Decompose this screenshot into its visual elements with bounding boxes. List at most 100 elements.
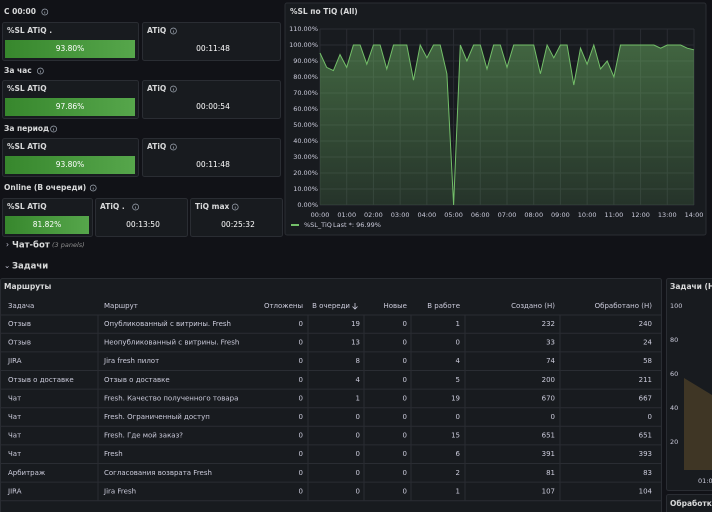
row-toggle[interactable]: ⌄ <box>4 261 10 270</box>
table-cell: 5 <box>456 376 460 384</box>
legend-swatch <box>291 224 299 226</box>
info-icon <box>50 125 57 133</box>
side-tick-label: 80 <box>670 336 678 344</box>
y-tick-label: 10.00% <box>293 185 318 193</box>
row-toggle[interactable]: › <box>6 240 9 249</box>
stat-panel <box>142 80 281 119</box>
side-tick-label: 20 <box>670 438 678 446</box>
table-cell: 240 <box>639 320 652 328</box>
column-header: Задача <box>8 302 34 310</box>
info-icon <box>41 8 49 16</box>
table-cell: Fresh <box>104 450 123 458</box>
section-title: За период <box>4 124 49 133</box>
stat-panel <box>190 198 283 237</box>
stat-panel <box>95 198 188 237</box>
table-cell: 104 <box>639 487 653 495</box>
table-cell: 0 <box>403 413 407 421</box>
table-cell: 0 <box>356 450 360 458</box>
table-cell: Jira Fresh <box>103 487 136 495</box>
table-cell: 0 <box>403 487 407 495</box>
table-cell: 0 <box>403 339 407 347</box>
table-cell: 83 <box>643 469 652 477</box>
table-cell: Чат <box>8 450 21 458</box>
row-title[interactable]: Чат-бот <box>12 240 50 251</box>
stat-value: 00:13:50 <box>126 220 160 229</box>
y-tick-label: 60.00% <box>293 105 318 113</box>
stat-label: ATiQ . <box>100 202 125 211</box>
table-panel <box>0 278 662 512</box>
table-cell: 0 <box>456 339 460 347</box>
info-icon <box>37 67 44 75</box>
table-cell: JIRA <box>7 487 22 495</box>
side-tick-label: 100 <box>670 302 682 310</box>
table-cell: 0 <box>299 339 303 347</box>
legend-label: %SL_TiQ <box>304 221 332 229</box>
stat-value: 81.82% <box>33 220 62 229</box>
side-panel-title: Задачи (Н <box>670 282 712 291</box>
table-cell: Jira fresh пилот <box>103 357 159 365</box>
stat-label: ATiQ <box>147 84 166 93</box>
column-header: Создано (Н) <box>511 302 555 310</box>
table-cell: 651 <box>542 432 555 440</box>
info-icon <box>231 203 239 211</box>
stat-label: %SL ATiQ <box>7 202 47 211</box>
table-cell: 0 <box>299 320 303 328</box>
table-cell: 4 <box>456 357 461 365</box>
stat-panel <box>142 22 281 61</box>
row-title[interactable]: Задачи <box>12 262 48 272</box>
table-cell: Неопубликованный с витрины. Fresh <box>104 339 239 347</box>
stat-value: 93.80% <box>56 44 85 53</box>
y-tick-label: 70.00% <box>293 89 318 97</box>
stat-value: 00:11:48 <box>196 44 230 53</box>
table-cell: 0 <box>356 469 360 477</box>
table-cell: 107 <box>542 487 555 495</box>
x-tick-label: 09:00 <box>551 211 570 219</box>
info-icon <box>89 184 97 192</box>
table-cell: 4 <box>356 376 361 384</box>
table-cell: Отзыв <box>8 339 31 347</box>
table-cell: 0 <box>403 320 407 328</box>
stat-value: 00:25:32 <box>221 220 255 229</box>
y-tick-label: 20.00% <box>293 169 318 177</box>
column-header: Обработано (Н) <box>595 302 653 310</box>
x-tick-label: 07:00 <box>498 211 517 219</box>
table-cell: Отзыв о доставке <box>8 376 74 384</box>
y-tick-label: 100.00% <box>289 41 318 49</box>
bar-gauge <box>5 216 89 234</box>
side-chart <box>684 378 712 470</box>
bar-gauge <box>5 98 135 116</box>
table-cell: Отзыв <box>8 320 31 328</box>
x-tick-label: 04:00 <box>417 211 436 219</box>
table-cell: Fresh. Качество полученного товара <box>104 394 238 402</box>
x-tick-label: 01:00 <box>337 211 356 219</box>
x-tick-label: 08:00 <box>524 211 543 219</box>
info-icon <box>132 203 139 211</box>
table-cell: 0 <box>648 413 652 421</box>
table-cell: 2 <box>456 469 460 477</box>
bar-gauge <box>5 156 135 174</box>
table-cell: 0 <box>356 432 360 440</box>
table-cell: 0 <box>456 413 460 421</box>
stat-label: %SL ATiQ <box>7 142 47 151</box>
table-cell: 0 <box>403 469 407 477</box>
table-cell: 0 <box>299 413 303 421</box>
y-tick-label: 40.00% <box>293 137 318 145</box>
sort-arrow[interactable] <box>352 303 358 310</box>
table-cell: 0 <box>356 487 360 495</box>
table-title: Маршруты <box>4 282 51 291</box>
y-tick-label: 90.00% <box>293 57 318 65</box>
bottom-panel <box>666 494 712 512</box>
x-tick-label: 03:00 <box>391 211 410 219</box>
table-cell: 0 <box>403 376 407 384</box>
section-title: С 00:00 <box>4 7 36 16</box>
table-cell: 1 <box>456 320 460 328</box>
table-cell: JIRA <box>7 357 22 365</box>
table-cell: Отзыв о доставке <box>104 376 170 384</box>
side-x-tick: 01:00 <box>698 477 712 485</box>
y-tick-label: 110.00% <box>289 25 318 33</box>
table-cell: 0 <box>299 357 303 365</box>
x-tick-label: 02:00 <box>364 211 383 219</box>
table-cell: 19 <box>451 394 460 402</box>
stat-value: 00:11:48 <box>196 160 230 169</box>
